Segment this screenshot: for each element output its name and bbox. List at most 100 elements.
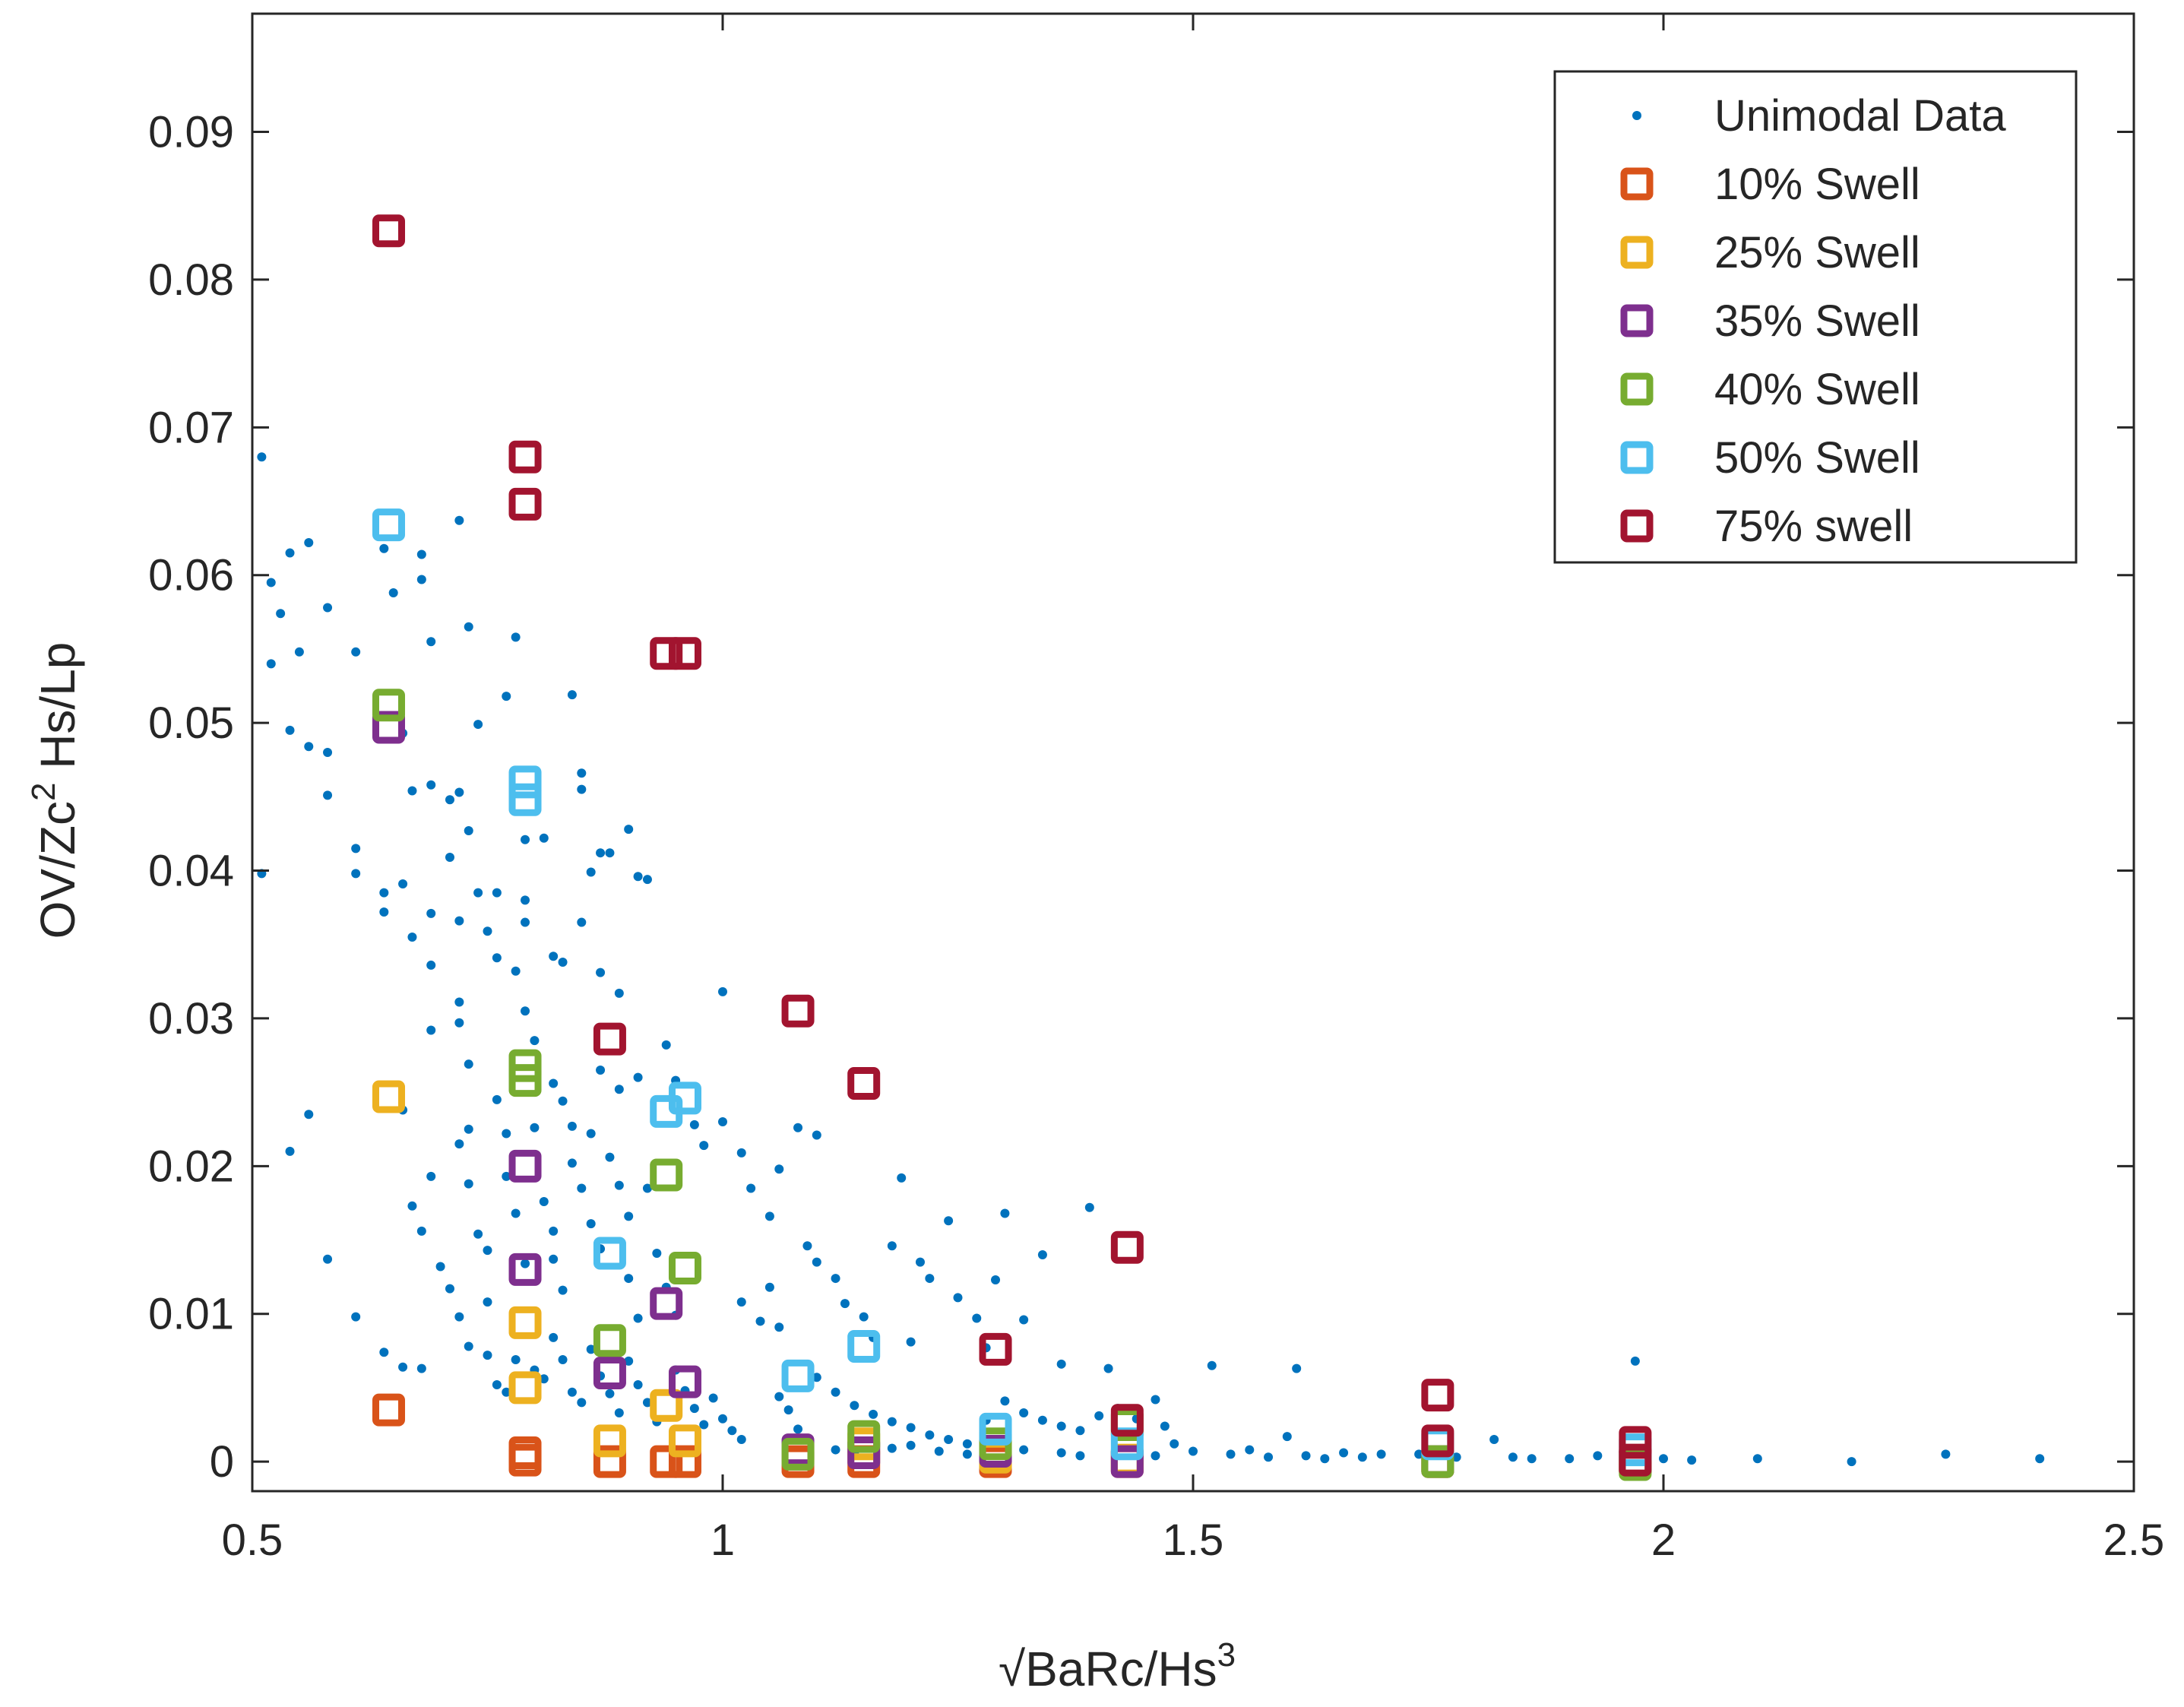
data-point xyxy=(426,908,436,918)
legend-marker xyxy=(1620,441,1654,474)
data-point xyxy=(812,1373,821,1382)
data-marker xyxy=(508,1149,542,1183)
legend-marker xyxy=(1620,372,1654,406)
data-point xyxy=(549,952,559,961)
data-point xyxy=(1941,1449,1951,1459)
data-point xyxy=(774,1164,784,1174)
x-tick-label: 2 xyxy=(1651,1515,1676,1565)
data-point xyxy=(1630,1356,1640,1366)
data-marker xyxy=(593,1356,626,1389)
data-point xyxy=(285,725,295,735)
data-point xyxy=(407,1201,417,1211)
data-point xyxy=(708,1393,718,1403)
data-point xyxy=(614,1408,624,1417)
data-marker xyxy=(1110,1230,1144,1264)
data-point xyxy=(351,647,361,657)
data-point xyxy=(266,578,276,587)
data-point xyxy=(511,1208,521,1218)
data-point xyxy=(953,1293,963,1303)
data-point xyxy=(521,1006,530,1016)
data-point xyxy=(596,848,606,858)
data-point xyxy=(577,1398,587,1408)
y-tick-label: 0 xyxy=(210,1437,234,1487)
data-point xyxy=(831,1274,840,1284)
data-point xyxy=(1565,1454,1575,1464)
legend-marker xyxy=(1620,236,1654,269)
data-point xyxy=(624,1356,634,1366)
data-point xyxy=(1019,1445,1029,1455)
legend-label: 35% Swell xyxy=(1714,296,1920,346)
data-marker xyxy=(593,1324,626,1357)
data-point xyxy=(586,1344,596,1354)
data-point xyxy=(624,1274,634,1284)
data-point xyxy=(464,1059,473,1069)
data-point xyxy=(502,1129,511,1139)
data-point xyxy=(473,720,483,730)
data-point xyxy=(925,1274,935,1284)
data-point xyxy=(859,1312,869,1322)
data-point xyxy=(1508,1452,1518,1462)
data-point xyxy=(812,1257,821,1267)
data-point xyxy=(605,1152,615,1162)
data-point xyxy=(736,1434,746,1444)
data-point xyxy=(1056,1448,1066,1458)
data-marker xyxy=(508,1064,542,1097)
legend-marker xyxy=(1620,509,1654,543)
data-point xyxy=(530,1036,540,1046)
data-point xyxy=(586,1219,596,1229)
data-point xyxy=(1000,1208,1010,1218)
data-point xyxy=(388,588,398,598)
data-point xyxy=(323,603,333,613)
data-point xyxy=(416,1226,426,1236)
data-point xyxy=(1056,1421,1066,1431)
data-point xyxy=(454,1312,464,1322)
data-point xyxy=(624,1211,634,1221)
data-point xyxy=(736,1148,746,1158)
data-point xyxy=(558,1096,568,1106)
data-point xyxy=(1339,1448,1349,1458)
data-point xyxy=(1000,1396,1010,1406)
data-point xyxy=(464,1341,473,1351)
data-point xyxy=(736,1297,746,1307)
data-marker xyxy=(781,1437,815,1471)
y-tick-label: 0.07 xyxy=(148,403,234,452)
data-point xyxy=(577,1183,587,1193)
y-tick-label: 0.02 xyxy=(148,1142,234,1191)
data-point xyxy=(906,1440,916,1450)
data-marker xyxy=(508,783,542,816)
x-tick-label: 2.5 xyxy=(2103,1515,2165,1565)
y-tick-label: 0.03 xyxy=(148,994,234,1044)
legend: Unimodal Data 10% Swell 25% Swell 35% Swell… xyxy=(1553,70,2078,564)
data-point xyxy=(539,1374,549,1384)
data-point xyxy=(764,1211,774,1221)
data-marker xyxy=(847,1420,881,1453)
data-point xyxy=(689,1404,699,1414)
data-marker xyxy=(372,1393,406,1427)
data-point xyxy=(483,1297,492,1307)
data-point xyxy=(614,988,624,998)
data-point xyxy=(426,1171,436,1181)
data-point xyxy=(492,1094,502,1104)
x-tick-label: 1 xyxy=(711,1515,735,1565)
data-point xyxy=(1593,1451,1603,1461)
data-point xyxy=(944,1434,954,1444)
data-point xyxy=(1037,1249,1047,1259)
data-point xyxy=(285,1146,295,1156)
legend-label: 25% Swell xyxy=(1714,228,1920,277)
data-point xyxy=(1075,1426,1085,1436)
data-point xyxy=(323,748,333,757)
x-tick-label: 0.5 xyxy=(222,1515,283,1565)
legend-label: 40% Swell xyxy=(1714,365,1920,414)
data-point xyxy=(596,1065,606,1075)
data-marker xyxy=(372,508,406,542)
data-point xyxy=(454,515,464,525)
data-point xyxy=(633,872,643,882)
data-point xyxy=(445,853,454,863)
data-point xyxy=(887,1241,897,1251)
data-marker xyxy=(1619,1443,1652,1477)
legend-label: 75% swell xyxy=(1714,502,1913,551)
data-point xyxy=(906,1423,916,1433)
data-marker xyxy=(508,1443,542,1477)
data-point xyxy=(445,1284,454,1294)
data-point xyxy=(521,895,530,905)
